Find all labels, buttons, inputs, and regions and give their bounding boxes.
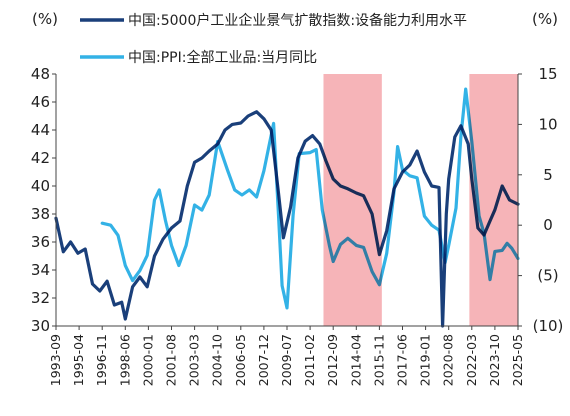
x-tick-label: 1998-06: [117, 334, 132, 386]
x-tick-label: 2022-03: [464, 334, 479, 386]
y-right-unit: (%): [532, 10, 558, 28]
y-right-tick-label: (10): [533, 317, 564, 335]
x-tick-label: 2023-10: [487, 334, 502, 386]
x-tick-label: 2000-01: [140, 334, 155, 386]
x-tick-label: 2015-11: [371, 334, 386, 386]
y-right-tick-label: 0: [543, 216, 553, 234]
y-left-tick-label: 34: [31, 261, 50, 279]
y-right-tick-label: 10: [538, 115, 557, 133]
y-left-tick-label: 32: [31, 289, 50, 307]
x-tick-label: 1996-11: [94, 334, 109, 386]
x-tick-label: 1993-09: [48, 334, 63, 386]
x-tick-label: 2011-02: [302, 334, 317, 386]
y-left-tick-label: 42: [31, 149, 50, 167]
x-tick-label: 2025-05: [510, 334, 525, 386]
series-layer: [54, 87, 520, 328]
y-right-tick-label: (5): [537, 267, 558, 285]
shaded-period-1: [323, 74, 382, 326]
legend-label-2: 中国:PPI:全部工业品:当月同比: [128, 49, 317, 66]
y-left-tick-label: 46: [31, 93, 50, 111]
x-tick-label: 2012-09: [325, 334, 340, 386]
y-left-tick-label: 44: [31, 121, 50, 139]
x-tick-label: 2014-04: [348, 334, 363, 386]
legend: 中国:5000户工业企业景气扩散指数:设备能力利用水平中国:PPI:全部工业品:…: [80, 12, 467, 66]
axis-layer: 48 46 44 42 40 38 36 34 32 30 15 10 5 0 (5) (10) (%) (%) 1…: [31, 10, 563, 386]
x-tick-label: 2020-08: [441, 334, 456, 386]
x-tick-label: 1995-04: [71, 334, 86, 386]
y-left-tick-label: 38: [31, 205, 50, 223]
y-left-unit: (%): [32, 10, 58, 28]
y-left-tick-label: 40: [31, 177, 50, 195]
x-tick-label: 2004-10: [210, 334, 225, 386]
series-line-2: [100, 87, 520, 310]
x-tick-label: 2003-03: [187, 334, 202, 386]
x-tick-label: 2007-12: [256, 334, 271, 386]
y-left-tick-label: 48: [31, 65, 50, 83]
y-left-tick-label: 30: [31, 317, 50, 335]
x-tick-label: 2009-07: [279, 334, 294, 386]
x-tick-label: 2019-01: [418, 334, 433, 386]
legend-label-1: 中国:5000户工业企业景气扩散指数:设备能力利用水平: [128, 12, 467, 29]
y-right-tick-label: 15: [538, 65, 557, 83]
x-tick-label: 2001-08: [164, 334, 179, 386]
y-left-tick-label: 36: [31, 233, 50, 251]
y-right-tick-label: 5: [543, 166, 553, 184]
x-tick-label: 2017-06: [395, 334, 410, 386]
x-tick-label: 2006-05: [233, 334, 248, 386]
